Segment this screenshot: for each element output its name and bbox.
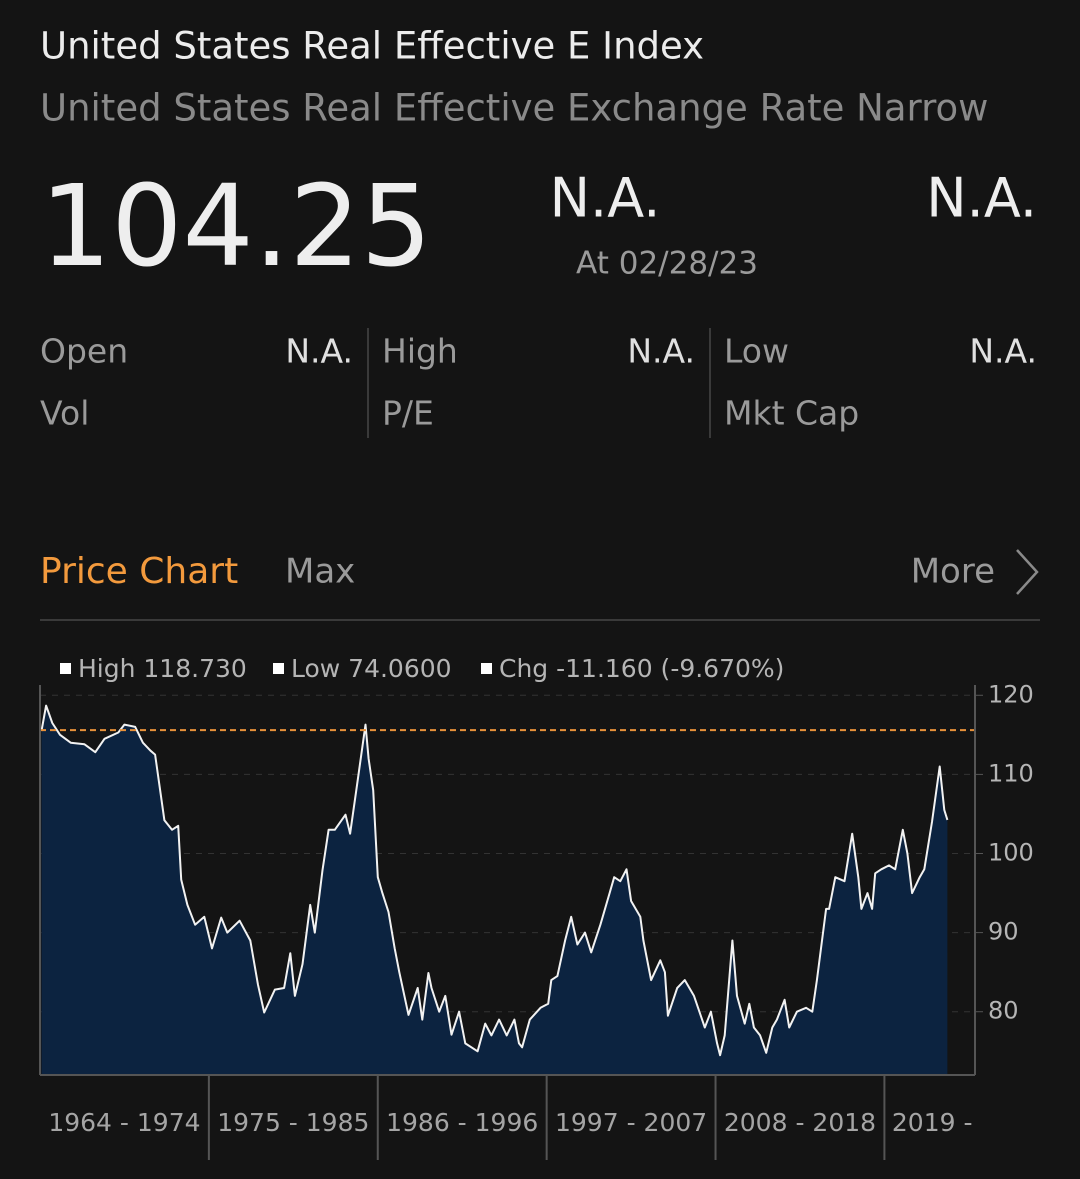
stat-label: Vol <box>40 394 89 433</box>
x-tick-label: 1964 - 1974 <box>48 1108 200 1137</box>
stat-label: Low <box>724 332 789 371</box>
chevron[interactable] <box>1016 549 1039 595</box>
legend-label: Chg -11.160 (-9.670%) <box>499 654 784 683</box>
tab-active[interactable]: Price Chart <box>40 551 238 592</box>
date: At 02/28/23 <box>576 246 758 282</box>
y-tick-label: 100 <box>988 838 1034 866</box>
legend-swatch <box>60 663 71 674</box>
line <box>40 704 949 1057</box>
x-tick-label: 1986 - 1996 <box>386 1108 538 1137</box>
y-tick-label: 120 <box>988 680 1034 708</box>
title: United States Real Effective E Index <box>40 25 704 68</box>
x-tick-label: 2008 - 2018 <box>724 1108 876 1137</box>
stat-value: N.A. <box>285 332 353 371</box>
change: N.A. <box>550 167 661 230</box>
y-tick-label: 80 <box>988 997 1019 1025</box>
stat-value: N.A. <box>627 332 695 371</box>
legend-label: Low 74.0600 <box>291 654 452 683</box>
change-percent: N.A. <box>926 167 1037 230</box>
legend-swatch <box>273 663 284 674</box>
stat-label: P/E <box>382 394 434 433</box>
stat-value: N.A. <box>969 332 1037 371</box>
legend-swatch <box>481 663 492 674</box>
stat-label: Open <box>40 332 128 371</box>
x-tick-label: 2019 - <box>892 1108 973 1137</box>
more-link[interactable]: More <box>911 552 995 592</box>
price: 104.25 <box>40 162 432 292</box>
stat-label: Mkt Cap <box>724 394 859 433</box>
y-tick-label: 90 <box>988 918 1019 946</box>
x-tick-label: 1975 - 1985 <box>217 1108 369 1137</box>
stat-label: High <box>382 332 458 371</box>
legend-label: High 118.730 <box>78 654 247 683</box>
subtitle: United States Real Effective Exchange Ra… <box>40 87 988 130</box>
x-tick-label: 1997 - 2007 <box>555 1108 707 1137</box>
area <box>41 705 948 1075</box>
tab-range[interactable]: Max <box>285 552 355 592</box>
y-tick-label: 110 <box>988 759 1034 787</box>
